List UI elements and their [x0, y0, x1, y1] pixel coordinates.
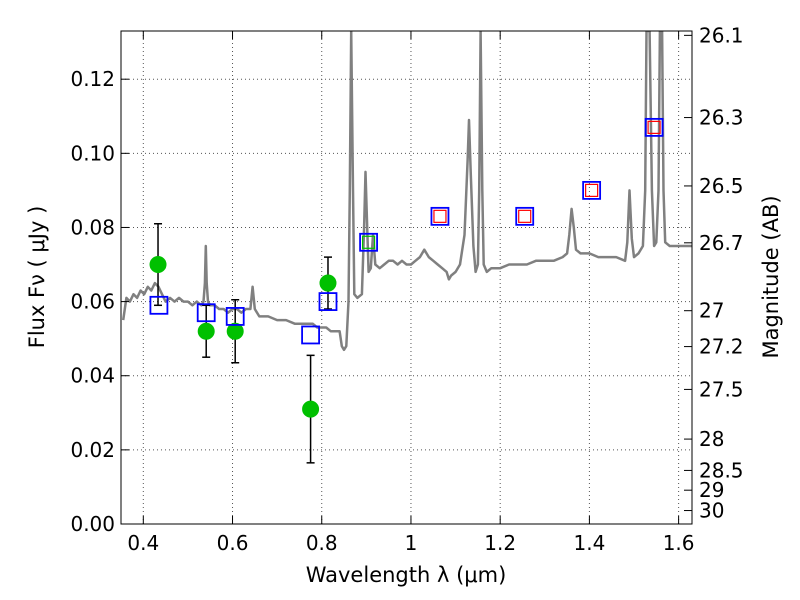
x-tick-label: 1.6	[663, 531, 695, 555]
y-tick-label: 0.08	[70, 215, 115, 239]
x-tick-label: 1.4	[573, 531, 605, 555]
model-point	[515, 206, 535, 226]
observed-point	[149, 256, 167, 274]
y2-tick-label: 27.2	[699, 335, 744, 359]
observed-point	[319, 274, 337, 292]
model-point	[196, 303, 216, 323]
y2-tick-label: 26.3	[699, 106, 744, 130]
y-tick-label: 0.06	[70, 290, 115, 314]
y2-tick-label: 28.5	[699, 458, 744, 482]
y-tick-label: 0.00	[70, 512, 115, 536]
y-tick-label: 0.04	[70, 364, 115, 388]
y2-tick-label: 26.5	[699, 174, 744, 198]
y-tick-label: 0.02	[70, 438, 115, 462]
observed-point	[302, 400, 320, 418]
model-point	[644, 117, 664, 137]
observed-point	[226, 322, 244, 340]
y2-axis-label: Magnitude (AB)	[759, 195, 783, 358]
spectrum-line	[121, 31, 692, 352]
inner-point	[361, 235, 376, 249]
x-axis-label: Wavelength λ (μm)	[306, 563, 507, 587]
model-point	[318, 292, 338, 311]
model-point	[225, 307, 245, 326]
y2-tick-label: 29	[699, 478, 724, 502]
x-tick-label: 0.4	[127, 531, 159, 555]
y-axis-label: Flux Fν ( μJy )	[25, 206, 49, 349]
tick-layer: 0.4 0.6 0.8 1 1.2 1.4 1.6 0.00 0.02 0.04 0.06 0.08 0…	[70, 23, 743, 555]
y2-tick-label: 28	[699, 427, 724, 451]
model-point	[359, 232, 378, 252]
y2-tick-label: 26.7	[699, 231, 744, 255]
model-point	[582, 180, 602, 200]
inner-point	[585, 183, 599, 197]
marker-layer	[149, 117, 664, 464]
y2-tick-label: 27	[699, 299, 724, 323]
inner-point	[518, 209, 532, 223]
x-tick-label: 0.6	[217, 531, 249, 555]
model-point	[430, 206, 450, 226]
y-tick-label: 0.10	[70, 141, 115, 165]
inner-point	[647, 120, 661, 134]
y2-tick-label: 27.5	[699, 377, 744, 401]
x-tick-label: 1	[405, 531, 418, 555]
model-point	[301, 325, 320, 345]
x-tick-label: 1.2	[484, 531, 516, 555]
y2-tick-label: 30	[699, 499, 724, 523]
inner-point	[433, 209, 447, 223]
y-tick-label: 0.12	[70, 67, 115, 91]
spectrum-layer	[121, 31, 692, 352]
observed-point	[197, 322, 215, 340]
model-point	[149, 295, 169, 315]
y2-tick-label: 26.1	[699, 23, 744, 47]
plot-frame	[120, 30, 693, 525]
x-tick-label: 0.8	[306, 531, 338, 555]
